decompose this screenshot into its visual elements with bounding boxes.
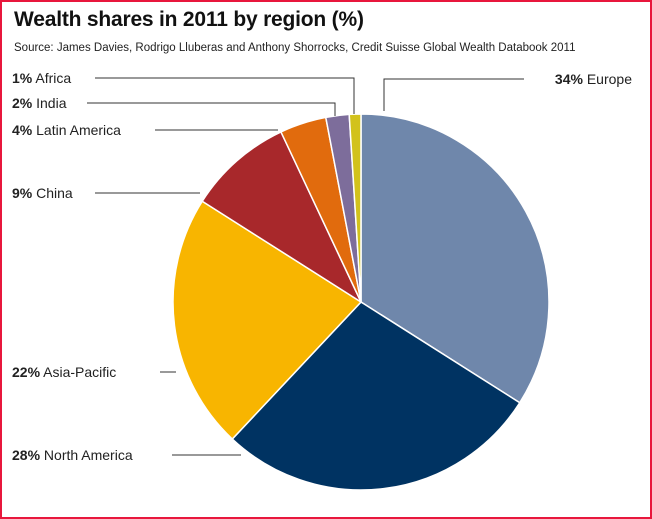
slice-pct-label: 2% [12,95,33,111]
slice-name-label: Latin America [32,122,121,138]
slice-pct-label: 4% [12,122,33,138]
slice-label-europe: 34% Europe [555,71,632,87]
pie-slice-asia-pacific [172,200,363,441]
leader-line-europe [383,78,524,111]
leader-line-india [87,102,336,116]
pie-slice-north-america [231,301,521,491]
slice-pct-label: 22% [12,364,41,380]
slice-name-label: North America [40,447,133,463]
leader-line-africa [95,77,355,114]
slice-label-africa: 1% Africa [12,70,71,86]
pie-slices [172,113,550,491]
slice-name-label: Europe [583,71,632,87]
slice-label-north-america: 28% North America [12,447,133,463]
slice-pct-label: 1% [12,70,33,86]
slice-label-latin-america: 4% Latin America [12,122,121,138]
slice-name-label: China [32,185,73,201]
leader-lines [87,77,524,456]
pie-slice-africa [348,113,362,303]
slice-label-india: 2% India [12,95,67,111]
slice-name-label: Africa [32,70,71,86]
slice-name-label: Asia-Pacific [40,364,116,380]
pie-slice-china [201,130,363,305]
slice-pct-label: 28% [12,447,41,463]
slice-label-asia-pacific: 22% Asia-Pacific [12,364,116,380]
slice-label-china: 9% China [12,185,73,201]
slice-pct-label: 34% [555,71,584,87]
chart-subtitle: Source: James Davies, Rodrigo Lluberas a… [14,42,576,54]
pie-slice-europe [360,113,550,404]
slice-name-label: India [32,95,66,111]
chart-title: Wealth shares in 2011 by region (%) [14,8,364,31]
slice-pct-label: 9% [12,185,33,201]
slice-labels: 34% Europe 28% North America 22% Asia-Paci… [12,70,632,463]
